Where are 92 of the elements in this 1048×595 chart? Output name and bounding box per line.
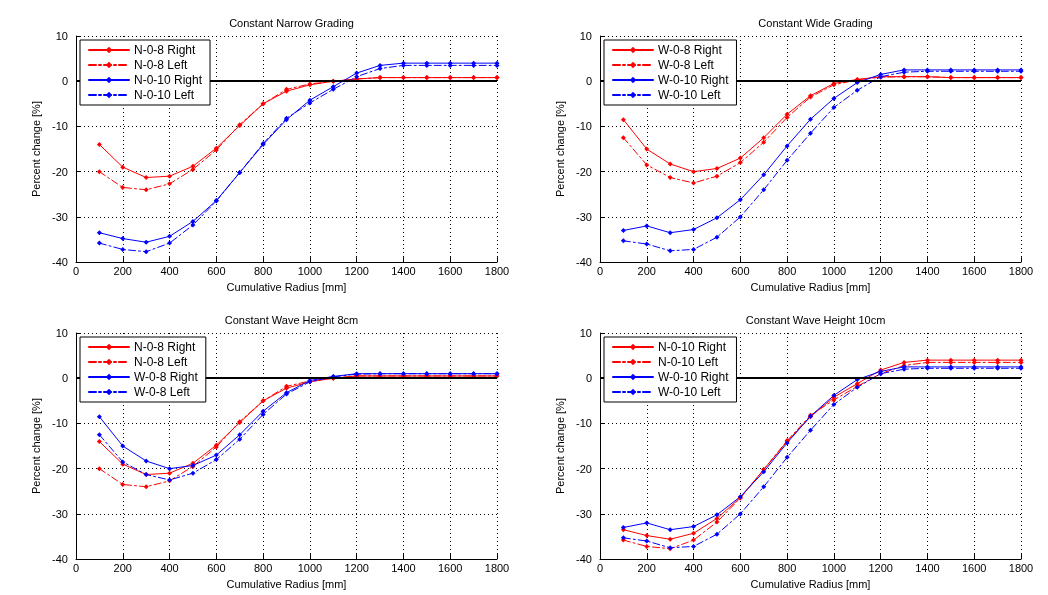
legend-label: W-0-10 Left (658, 385, 722, 399)
y-tick-label: -10 (52, 417, 68, 430)
x-tick-label: 1000 (821, 561, 847, 574)
legend-label: N-0-10 Right (658, 340, 727, 354)
legend-label: N-0-10 Right (134, 73, 203, 87)
y-axis-title: Percent change [%] (553, 101, 566, 198)
y-tick-label: 0 (585, 75, 592, 88)
x-axis-title: Cumulative Radius [mm] (226, 280, 347, 293)
y-tick-label: -30 (576, 507, 592, 520)
legend-label: W-0-10 Left (658, 88, 722, 102)
x-tick-label: 1600 (961, 561, 987, 574)
x-tick-label: 1000 (821, 264, 847, 277)
y-tick-label: -20 (52, 462, 68, 475)
x-tick-label: 600 (207, 264, 226, 277)
x-tick-label: 0 (596, 264, 604, 277)
x-tick-label: 200 (637, 264, 656, 277)
y-tick-label: -10 (576, 120, 592, 133)
x-tick-label: 1400 (391, 561, 416, 574)
x-tick-label: 1800 (484, 561, 510, 574)
y-tick-label: -30 (576, 210, 592, 223)
y-tick-label: 0 (585, 372, 592, 385)
y-tick-label: -40 (576, 553, 592, 566)
legend-label: N-0-8 Right (134, 43, 197, 57)
chart-title: Constant Wave Height 10cm (745, 313, 886, 326)
y-tick-label: -30 (52, 507, 68, 520)
y-tick-label: 0 (61, 75, 68, 88)
x-tick-label: 1600 (437, 561, 463, 574)
legend-label: W-0-8 Left (658, 58, 715, 72)
legend-label: N-0-10 Left (658, 355, 719, 369)
x-tick-label: 800 (777, 561, 797, 574)
y-tick-label: -20 (52, 165, 68, 178)
x-tick-label: 800 (253, 264, 273, 277)
x-tick-label: 200 (113, 264, 132, 277)
x-tick-label: 1200 (344, 264, 369, 277)
x-tick-label: 1000 (297, 561, 323, 574)
legend-label: N-0-8 Left (134, 355, 189, 369)
x-tick-label: 600 (731, 264, 750, 277)
y-tick-label: -40 (52, 256, 68, 269)
x-tick-label: 1800 (1008, 264, 1034, 277)
x-tick-label: 0 (72, 264, 80, 277)
legend-label: W-0-8 Right (658, 43, 723, 57)
y-tick-label: -10 (576, 417, 592, 430)
chart-title: Constant Wide Grading (758, 16, 873, 29)
legend-label: W-0-8 Left (134, 385, 191, 399)
x-tick-label: 1200 (868, 264, 893, 277)
x-tick-label: 400 (684, 264, 703, 277)
x-tick-label: 1400 (915, 561, 940, 574)
x-tick-label: 1800 (484, 264, 510, 277)
x-tick-label: 600 (207, 561, 226, 574)
x-tick-label: 1600 (961, 264, 987, 277)
x-axis-title: Cumulative Radius [mm] (226, 577, 347, 590)
x-tick-label: 200 (113, 561, 132, 574)
y-axis-title: Percent change [%] (553, 398, 566, 495)
y-tick-label: -40 (52, 553, 68, 566)
x-tick-label: 0 (596, 561, 604, 574)
y-tick-label: -20 (576, 165, 592, 178)
x-tick-label: 1200 (868, 561, 893, 574)
x-tick-label: 0 (72, 561, 80, 574)
x-tick-label: 400 (160, 561, 179, 574)
x-tick-label: 1000 (297, 264, 323, 277)
x-tick-label: 400 (160, 264, 179, 277)
x-tick-label: 1400 (391, 264, 416, 277)
y-tick-label: -10 (52, 120, 68, 133)
y-tick-label: 10 (579, 30, 592, 42)
chart-title: Constant Narrow Grading (229, 16, 354, 29)
legend-label: N-0-8 Left (134, 58, 189, 72)
legend-label: N-0-10 Left (134, 88, 195, 102)
x-tick-label: 800 (777, 264, 797, 277)
chart-title: Constant Wave Height 8cm (224, 313, 359, 326)
x-tick-label: 200 (637, 561, 656, 574)
x-tick-label: 600 (731, 561, 750, 574)
x-tick-label: 1200 (344, 561, 369, 574)
legend-label: W-0-8 Right (134, 370, 199, 384)
x-tick-label: 1600 (437, 264, 463, 277)
x-axis-title: Cumulative Radius [mm] (750, 280, 871, 293)
x-tick-label: 1800 (1008, 561, 1034, 574)
y-tick-label: -20 (576, 462, 592, 475)
y-tick-label: 10 (55, 30, 68, 42)
y-tick-label: -30 (52, 210, 68, 223)
y-tick-label: 0 (61, 372, 68, 385)
y-axis-title: Percent change [%] (29, 101, 42, 198)
y-axis-title: Percent change [%] (29, 398, 42, 495)
x-axis-title: Cumulative Radius [mm] (750, 577, 871, 590)
legend-label: W-0-10 Right (658, 73, 730, 87)
legend-label: N-0-8 Right (134, 340, 197, 354)
x-tick-label: 800 (253, 561, 273, 574)
x-tick-label: 1400 (915, 264, 940, 277)
y-tick-label: -40 (576, 256, 592, 269)
y-tick-label: 10 (579, 327, 592, 339)
y-tick-label: 10 (55, 327, 68, 339)
legend-label: W-0-10 Right (658, 370, 730, 384)
x-tick-label: 400 (684, 561, 703, 574)
